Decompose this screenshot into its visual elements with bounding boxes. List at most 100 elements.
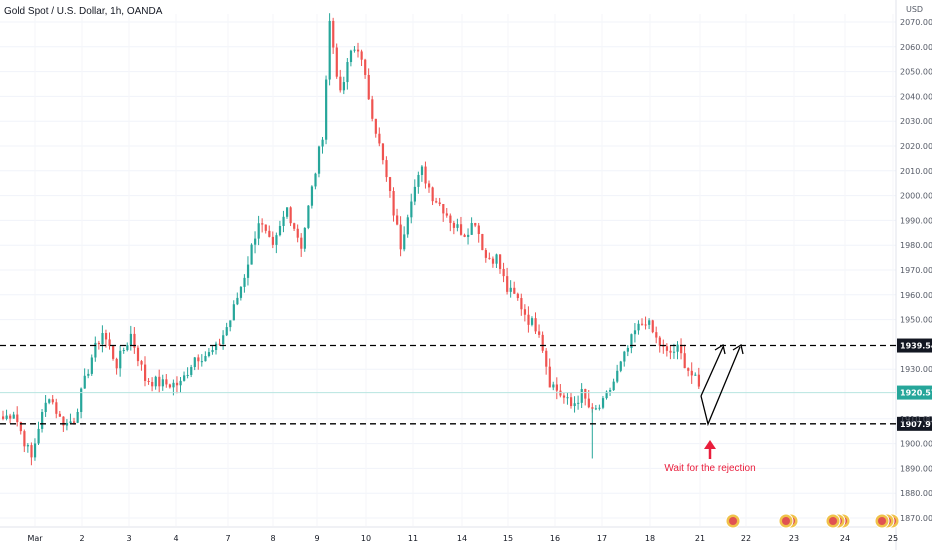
candle-body	[552, 384, 555, 388]
candle-body	[97, 342, 101, 345]
candle-body	[555, 384, 558, 391]
candle-body	[459, 224, 463, 235]
candle-body	[112, 345, 115, 359]
candle-body	[165, 379, 168, 385]
candle-body	[502, 268, 505, 277]
candle-body	[658, 337, 661, 346]
candle-body	[605, 391, 608, 399]
y-tick-label: 2070.000	[900, 18, 932, 27]
candle-body	[545, 350, 548, 367]
y-tick-label: 2050.000	[900, 68, 932, 77]
x-tick-label: 23	[789, 534, 799, 543]
y-tick-label: 1950.000	[900, 316, 932, 325]
candle-body	[371, 99, 374, 119]
candle-body	[23, 431, 26, 447]
annotation: Wait for the rejection	[664, 440, 756, 474]
candle-body	[264, 224, 267, 231]
candle-body	[470, 222, 473, 235]
support-resistance-levels: 1939.544 1907.971 1920.575	[0, 338, 932, 431]
candle-body	[268, 230, 271, 237]
x-tick-label: 25	[888, 534, 898, 543]
candle-body	[364, 59, 367, 75]
y-tick-label: 1870.000	[900, 514, 932, 523]
candle-body	[200, 361, 203, 363]
candle-body	[520, 298, 523, 310]
candle-body	[388, 177, 392, 192]
candle-body	[648, 320, 651, 325]
candle-body	[538, 331, 541, 335]
candle-body	[261, 223, 264, 225]
candle-body	[523, 309, 527, 315]
y-tick-label: 1900.000	[900, 440, 932, 449]
candle-body	[580, 389, 583, 403]
candle-body	[463, 234, 466, 237]
y-tick-label: 1970.000	[900, 266, 932, 275]
candle-body	[119, 350, 122, 369]
candle-body	[48, 399, 51, 403]
candle-body	[403, 234, 406, 250]
economic-events[interactable]	[725, 513, 900, 529]
candle-body	[357, 49, 360, 52]
x-tick-label: 16	[550, 534, 560, 543]
candle-body	[438, 202, 441, 205]
candle-body	[250, 244, 253, 265]
x-tick-label: 18	[645, 534, 655, 543]
candle-body	[594, 408, 598, 410]
y-tick-label: 1910.000	[900, 415, 932, 424]
currency-label[interactable]: USD	[906, 5, 923, 14]
candle-body	[225, 327, 228, 336]
candle-body	[179, 380, 182, 386]
candle-body	[193, 357, 196, 368]
candle-body	[339, 76, 342, 91]
candle-body	[101, 333, 104, 345]
candle-body	[630, 334, 633, 348]
candle-body	[484, 250, 487, 258]
candle-body	[392, 191, 395, 216]
candle-body	[151, 381, 154, 387]
candle-body	[204, 356, 207, 362]
candle-body	[136, 347, 140, 362]
candle-body	[577, 402, 580, 404]
candle-body	[420, 166, 424, 175]
candle-body	[218, 343, 221, 345]
candle-body	[428, 183, 431, 188]
projection-line	[700, 346, 724, 397]
candle-body	[381, 143, 385, 161]
candle-body	[417, 174, 420, 187]
arrowhead-icon	[732, 343, 744, 355]
candle-body	[680, 344, 683, 354]
candle-body	[94, 342, 97, 358]
candle-body	[378, 133, 381, 144]
candle-body	[410, 201, 413, 218]
candle-body	[168, 384, 172, 388]
candle-body	[232, 304, 235, 321]
candle-body	[488, 257, 491, 259]
candle-body	[452, 222, 456, 228]
candle-body	[662, 345, 665, 347]
candle-body	[293, 223, 296, 229]
candle-body	[246, 264, 250, 278]
candle-body	[353, 49, 356, 51]
price-axis[interactable]: USD 2070.000 2060.000 2050.000 2040.000 2030.…	[900, 5, 932, 523]
candle-body	[342, 82, 345, 91]
y-tick-label: 1890.000	[900, 464, 932, 473]
candle-body	[697, 374, 700, 387]
candle-body	[44, 402, 47, 413]
candle-body	[161, 379, 164, 387]
candle-body	[612, 381, 615, 391]
level-label: 1907.971	[900, 420, 932, 429]
x-tick-label: 2	[79, 534, 84, 543]
candle-body	[346, 62, 349, 83]
candle-body	[104, 333, 108, 340]
candle-body	[154, 376, 157, 387]
candle-body	[527, 314, 530, 325]
candle-body	[598, 407, 601, 409]
time-axis[interactable]: Mar 2 3 4 7 8 9 10 11 14 15 16 17 18 21 22 23 24 25	[27, 534, 898, 543]
candle-body	[424, 166, 427, 184]
candle-body	[687, 368, 690, 371]
candle-body	[541, 334, 544, 351]
candle-body	[665, 346, 669, 351]
x-tick-label: 3	[126, 534, 131, 543]
candle-body	[367, 74, 370, 100]
